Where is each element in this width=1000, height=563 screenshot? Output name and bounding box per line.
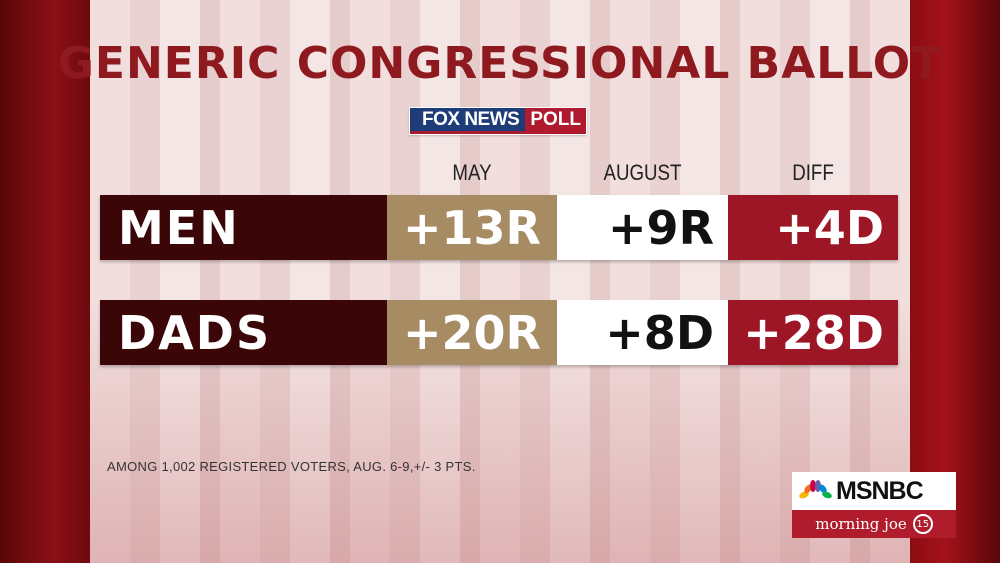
- msnbc-bug: MSNBC morning joe 15: [792, 472, 956, 538]
- background-left: [0, 0, 90, 563]
- column-header-diff: DIFF: [792, 160, 834, 185]
- background-right: [910, 0, 1000, 563]
- fox-news-logo-text: FOX NEWS: [410, 108, 526, 134]
- cell-diff: +4D: [728, 195, 898, 260]
- cell-may: +20R: [387, 300, 557, 365]
- poll-logo-text: POLL: [525, 108, 587, 134]
- network-name: MSNBC: [836, 476, 924, 505]
- show-badge: 15: [912, 514, 933, 534]
- cell-august: +9R: [557, 195, 728, 260]
- row-label: MEN: [100, 195, 387, 260]
- footnote: AMONG 1,002 REGISTERED VOTERS, AUG. 6-9,…: [107, 459, 476, 474]
- chart-title: GENERIC CONGRESSIONAL BALLOT: [57, 38, 943, 89]
- cell-may: +13R: [387, 195, 557, 260]
- cell-diff: +28D: [728, 300, 898, 365]
- column-header-august: AUGUST: [603, 160, 682, 185]
- column-header-may: MAY: [452, 160, 492, 185]
- show-name: morning joe: [815, 515, 907, 533]
- fox-news-poll-logo: FOX NEWS POLL: [409, 107, 588, 135]
- row-label: DADS: [100, 300, 387, 365]
- table-row-dads: DADS +20R +8D +28D: [100, 300, 898, 365]
- table-row-men: MEN +13R +9R +4D: [100, 195, 898, 260]
- cell-august: +8D: [557, 300, 728, 365]
- peacock-icon: [799, 480, 832, 499]
